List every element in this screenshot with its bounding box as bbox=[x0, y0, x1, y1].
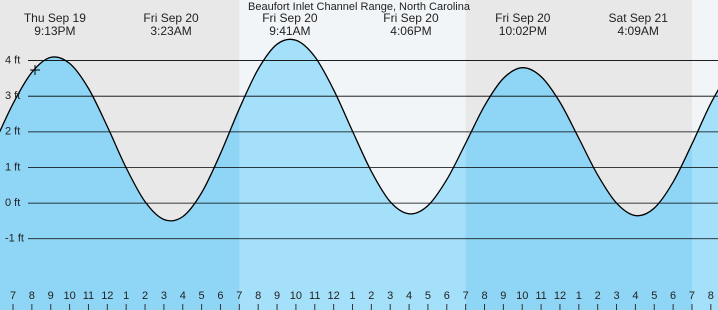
x-tick-label: 8 bbox=[708, 290, 714, 302]
x-tick-label: 8 bbox=[255, 290, 261, 302]
x-tick-label: 8 bbox=[481, 290, 487, 302]
x-tick-label: 10 bbox=[290, 290, 302, 302]
x-tick-label: 9 bbox=[48, 290, 54, 302]
tide-time: 4:09AM bbox=[618, 24, 659, 38]
x-tick-label: 1 bbox=[576, 290, 582, 302]
tide-day: Thu Sep 19 bbox=[24, 11, 86, 25]
x-tick-label: 2 bbox=[368, 290, 374, 302]
x-tick-label: 3 bbox=[161, 290, 167, 302]
tide-time: 10:02PM bbox=[499, 24, 547, 38]
x-tick-label: 9 bbox=[500, 290, 506, 302]
x-tick-label: 12 bbox=[101, 290, 113, 302]
y-tick-label: 0 ft bbox=[5, 197, 20, 209]
tide-time: 9:41AM bbox=[269, 24, 310, 38]
tide-time: 4:06PM bbox=[390, 24, 431, 38]
x-tick-label: 11 bbox=[83, 290, 94, 302]
tide-time: 3:23AM bbox=[150, 24, 191, 38]
x-tick-label: 10 bbox=[516, 290, 528, 302]
x-tick-label: 6 bbox=[217, 290, 223, 302]
x-tick-label: 7 bbox=[689, 290, 695, 302]
x-tick-label: 1 bbox=[349, 290, 355, 302]
x-tick-label: 12 bbox=[328, 290, 340, 302]
tide-day: Fri Sep 20 bbox=[262, 11, 318, 25]
y-tick-label: 4 ft bbox=[5, 54, 20, 66]
x-tick-label: 12 bbox=[554, 290, 566, 302]
x-tick-label: 11 bbox=[535, 290, 546, 302]
x-tick-label: 4 bbox=[180, 290, 186, 302]
tide-day: Fri Sep 20 bbox=[495, 11, 551, 25]
tide-time: 9:13PM bbox=[34, 24, 75, 38]
x-tick-label: 10 bbox=[63, 290, 75, 302]
y-tick-label: 2 ft bbox=[5, 126, 20, 138]
x-tick-label: 8 bbox=[29, 290, 35, 302]
x-tick-label: 3 bbox=[387, 290, 393, 302]
y-tick-label: 1 ft bbox=[5, 161, 20, 173]
x-tick-label: 7 bbox=[463, 290, 469, 302]
x-tick-label: 2 bbox=[142, 290, 148, 302]
tide-line bbox=[0, 38, 718, 222]
x-tick-label: 6 bbox=[444, 290, 450, 302]
x-tick-label: 1 bbox=[123, 290, 129, 302]
y-tick-label: -1 ft bbox=[5, 233, 24, 245]
x-tick-label: 11 bbox=[309, 290, 320, 302]
y-tick-label: 3 ft bbox=[5, 90, 20, 102]
current-marker bbox=[30, 65, 40, 75]
x-tick-label: 6 bbox=[670, 290, 676, 302]
chart-title: Beaufort Inlet Channel Range, North Caro… bbox=[248, 1, 471, 13]
tide-day: Sat Sep 21 bbox=[609, 11, 669, 25]
x-tick-label: 5 bbox=[199, 290, 205, 302]
x-tick-label: 7 bbox=[236, 290, 242, 302]
x-tick-label: 4 bbox=[632, 290, 638, 302]
tide-day: Fri Sep 20 bbox=[383, 11, 439, 25]
x-tick-label: 5 bbox=[651, 290, 657, 302]
tide-day: Fri Sep 20 bbox=[143, 11, 199, 25]
x-tick-label: 3 bbox=[613, 290, 619, 302]
x-tick-label: 2 bbox=[595, 290, 601, 302]
x-tick-label: 7 bbox=[10, 290, 16, 302]
x-tick-label: 4 bbox=[406, 290, 412, 302]
x-tick-label: 5 bbox=[425, 290, 431, 302]
x-tick-label: 9 bbox=[274, 290, 280, 302]
